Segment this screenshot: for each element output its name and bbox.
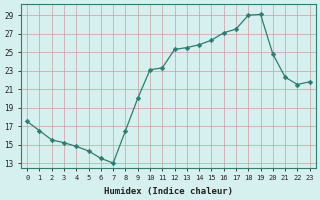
X-axis label: Humidex (Indice chaleur): Humidex (Indice chaleur) — [104, 187, 233, 196]
